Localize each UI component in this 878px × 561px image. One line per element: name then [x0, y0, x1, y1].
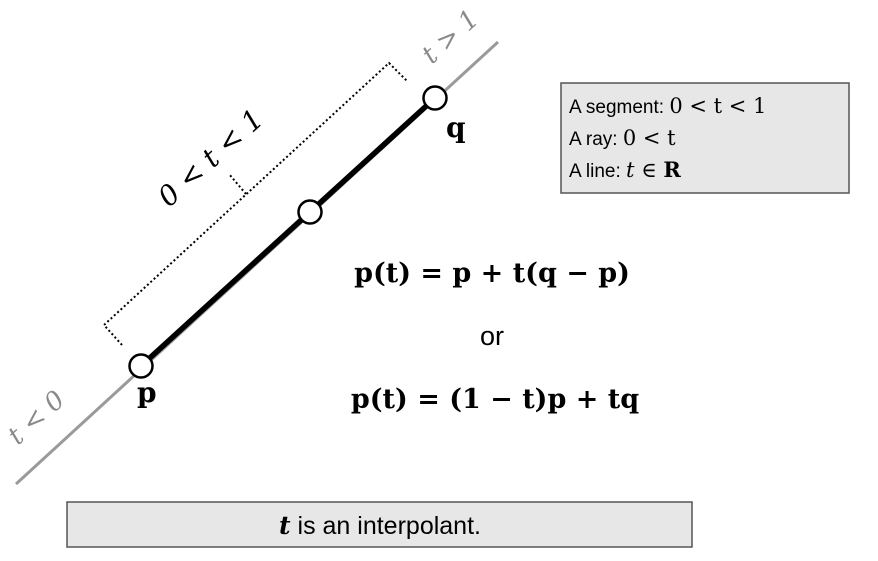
info-segment-line: A segment: 0 < t < 1	[569, 94, 766, 118]
info-ray-text: A ray:	[569, 129, 623, 150]
caption-t: t	[279, 511, 291, 540]
info-ray-math: 0 < t	[623, 126, 676, 150]
point-p-label: p	[137, 376, 157, 409]
info-line-line: A line: t ∈ R	[569, 157, 681, 182]
info-ray-line: A ray: 0 < t	[569, 126, 676, 150]
info-line-math-t: t	[626, 158, 635, 182]
point-p	[128, 353, 154, 379]
segment-line	[139, 95, 437, 369]
equation-2: p(t) = (1 − t)p + tq	[351, 384, 639, 415]
point-q	[422, 85, 448, 111]
info-segment-text: A segment:	[569, 97, 669, 118]
segment-bracket	[102, 61, 409, 346]
bracket-tick	[228, 173, 247, 195]
info-line-math-in: ∈	[635, 158, 664, 182]
point-midpoint	[297, 199, 323, 225]
equation-or: or	[480, 321, 504, 351]
caption-line: t is an interpolant.	[279, 511, 481, 540]
info-box	[560, 82, 850, 194]
equation-1: p(t) = p + t(q − p)	[354, 258, 630, 289]
region-label-t-greater-1: t > 1	[416, 4, 485, 70]
info-line-text: A line:	[569, 161, 626, 182]
info-segment-math: 0 < t < 1	[669, 94, 766, 118]
caption-box	[66, 501, 693, 548]
info-line-math-R: R	[663, 157, 681, 182]
caption-text: is an interpolant.	[291, 512, 481, 540]
region-label-segment: 0 < t < 1	[152, 102, 270, 213]
point-q-label: q	[446, 111, 466, 144]
